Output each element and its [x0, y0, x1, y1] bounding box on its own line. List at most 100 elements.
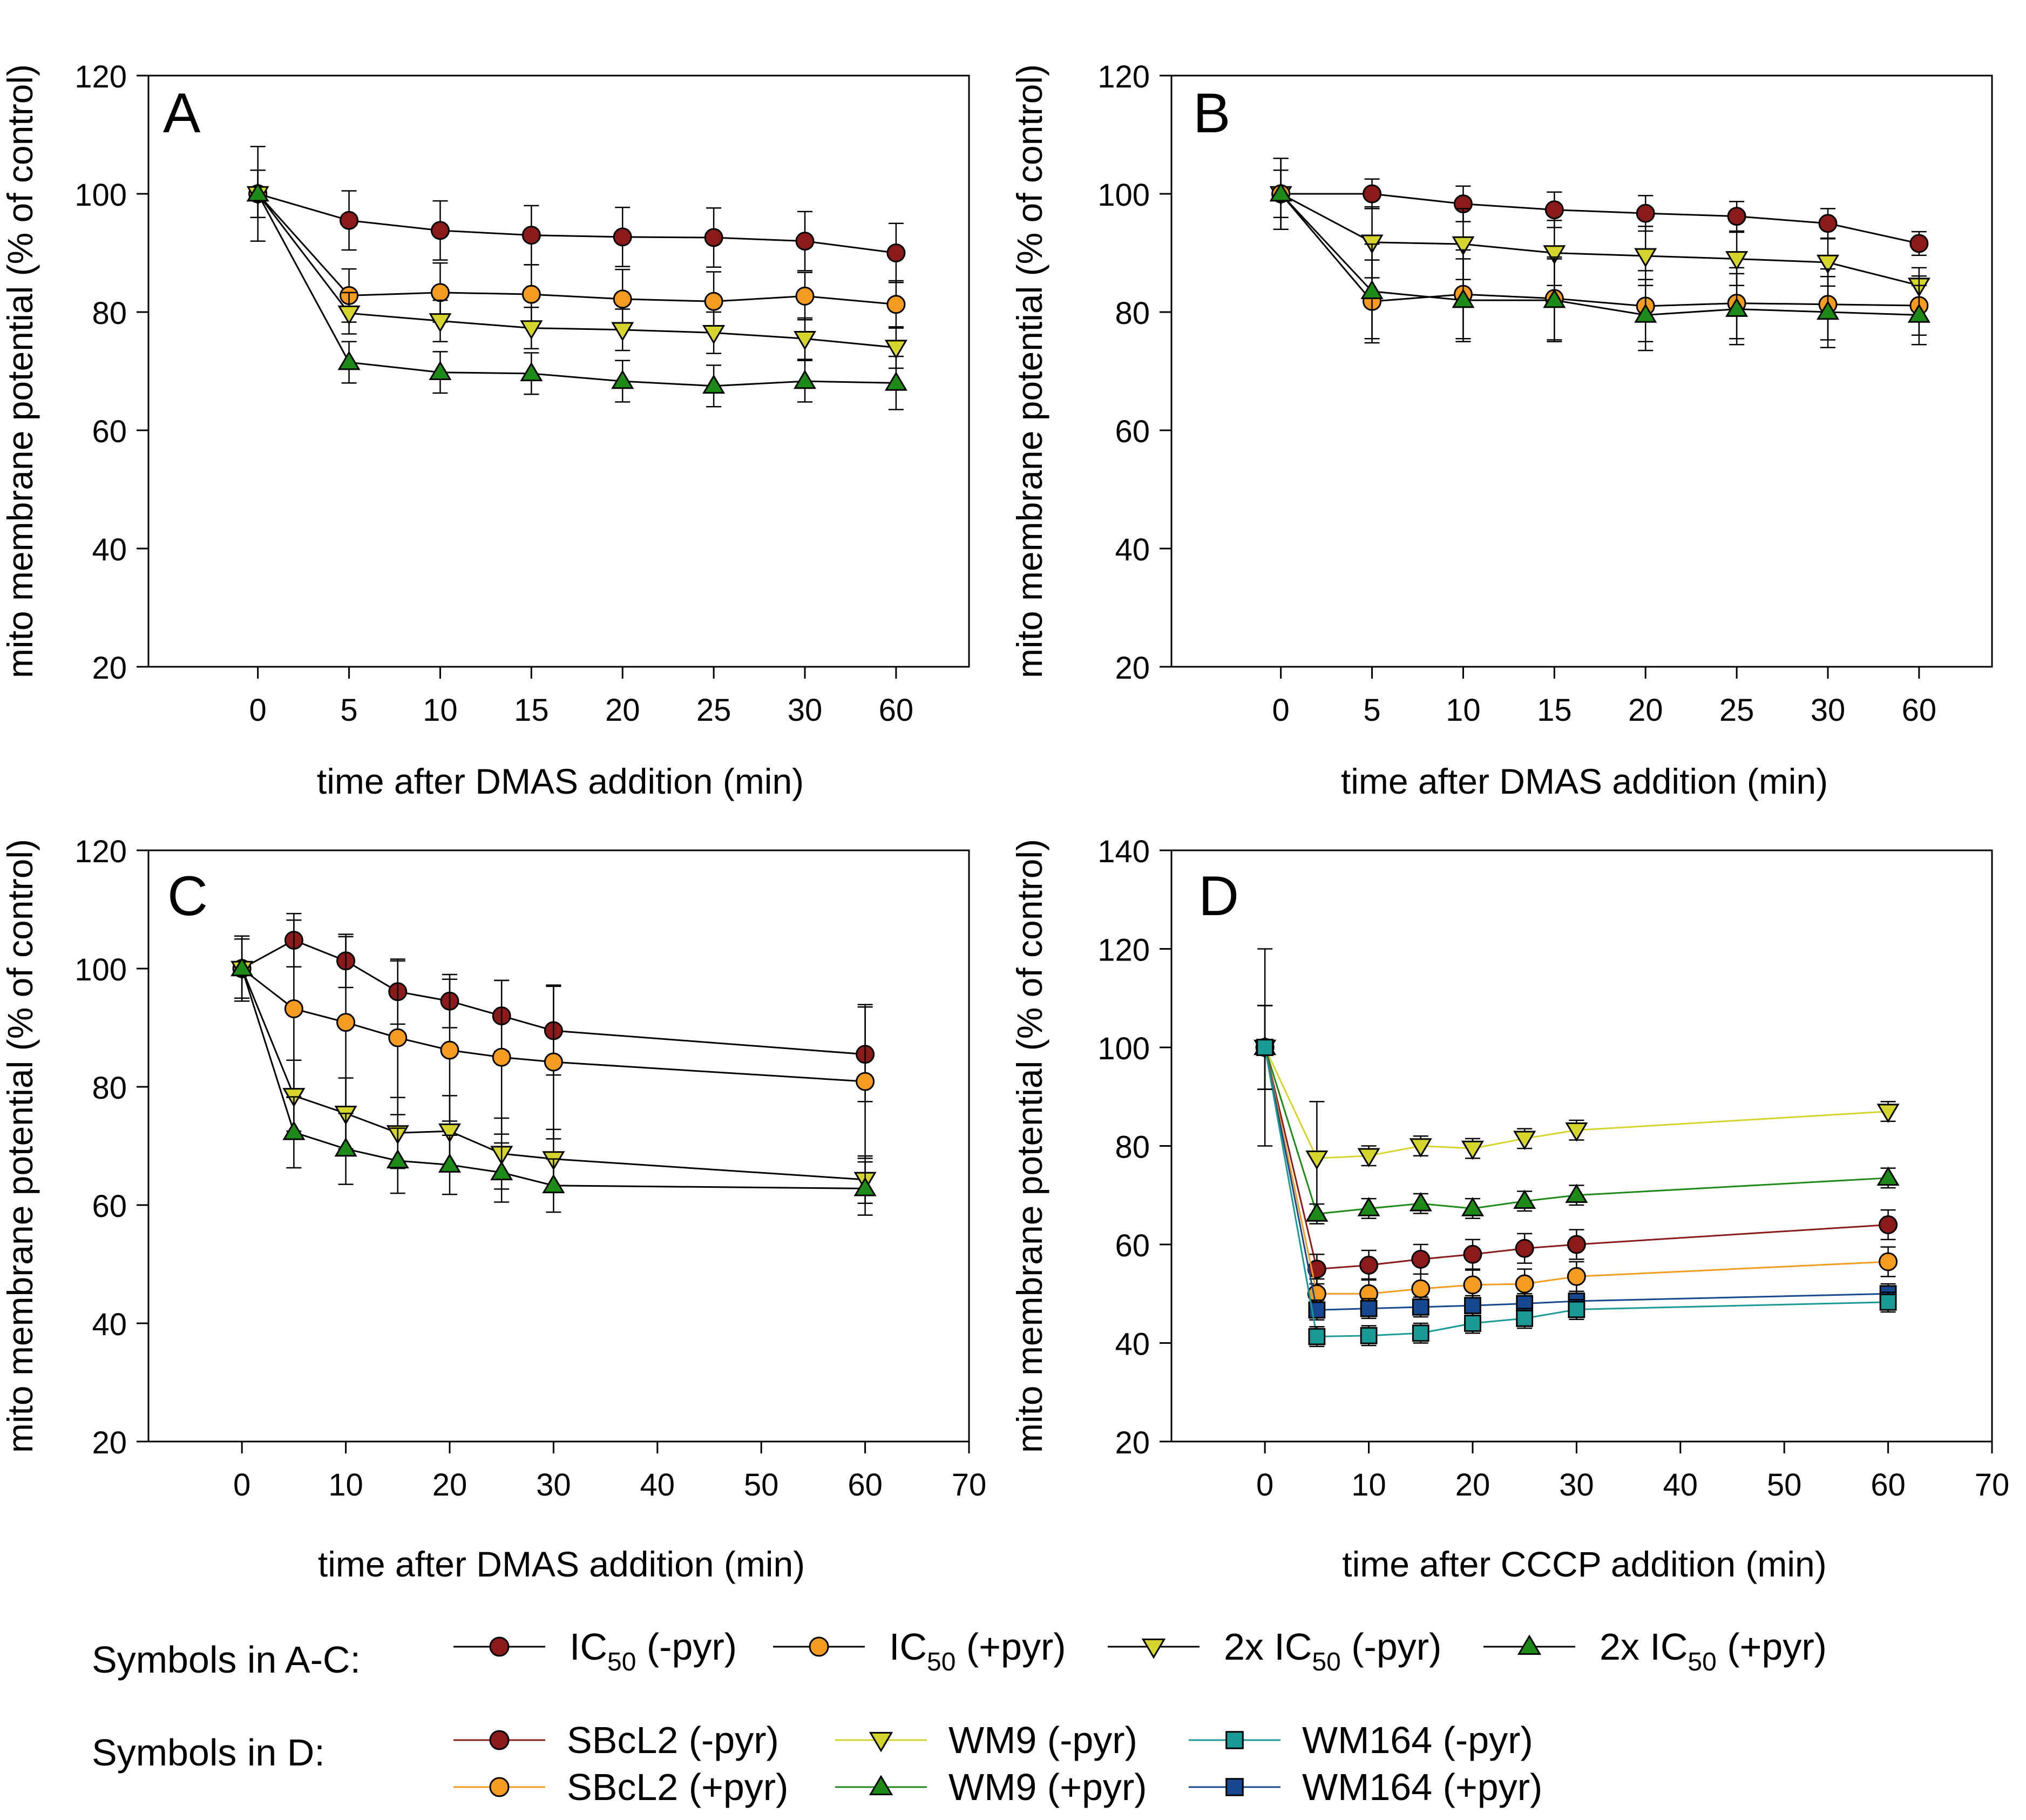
panel-a-frame [147, 75, 970, 668]
panel-c: C 20 40 60 80 100 120 0 10 20 30 40 50 60 70 time after… [0, 834, 986, 1584]
panel-a-data-point [430, 283, 450, 302]
panel-a-data-point [795, 286, 815, 306]
panel-d-series-line [1264, 1047, 1888, 1215]
panel-d-data-point [1879, 1215, 1898, 1234]
panel-c-ytick-label: 40 [92, 1307, 127, 1342]
panel-d-ytick-label: 20 [1115, 1425, 1150, 1460]
legend-d-item: WM9 (-pyr) [835, 1719, 1137, 1761]
panel-b-data-point [1634, 248, 1657, 268]
panel-b-xtick-label: 25 [1719, 693, 1754, 728]
panel-a-xtick-label: 0 [249, 693, 267, 728]
panel-d-xtick-label: 10 [1351, 1467, 1386, 1503]
legend-marker [809, 1636, 829, 1657]
panel-a-series [248, 169, 906, 283]
legend-label-sub: 50 [1688, 1648, 1716, 1676]
panel-c-data-point [542, 1174, 565, 1194]
panel-d-data-point [1567, 1235, 1586, 1254]
panel-a-data-point [246, 182, 269, 202]
panel-d-data-point [1256, 1039, 1274, 1056]
panel-c-xtick-label: 0 [233, 1467, 250, 1503]
legend-d-item: SBcL2 (-pyr) [453, 1719, 779, 1761]
legend-ac-item: IC50 (+pyr) [773, 1626, 1066, 1676]
panel-d-data-point [1357, 1148, 1380, 1168]
panel-d-data-point [1412, 1324, 1429, 1342]
panel-a-data-point [886, 243, 906, 262]
panel-a-data-point [611, 322, 634, 342]
panel-d-data-point [1464, 1297, 1481, 1315]
legend-label-sub: 50 [607, 1648, 636, 1676]
panel-a-xtick-label: 10 [423, 693, 458, 728]
legend-label-suffix: (-pyr) [1341, 1626, 1442, 1668]
panel-d-xlabel: time after CCCP addition (min) [1342, 1544, 1826, 1584]
panel-b-ytick-label: 120 [1097, 59, 1150, 94]
panel-b-xtick-label: 30 [1811, 693, 1846, 728]
panel-c-ytick-label: 60 [92, 1189, 127, 1224]
panel-c-data-point [386, 1149, 409, 1169]
panel-d-xtick-label: 20 [1455, 1467, 1490, 1503]
panel-d-data-point [1411, 1279, 1431, 1298]
panel-b-data-point [1452, 236, 1475, 256]
panel-a-ytick-label: 60 [92, 414, 127, 449]
panel-d-data-point [1568, 1301, 1585, 1318]
panel-d-letter: D [1198, 865, 1239, 928]
panel-b-xtick-label: 15 [1537, 693, 1572, 728]
panel-a-series-line [257, 193, 896, 387]
panel-a-data-point [520, 320, 543, 340]
panel-c-data-point [492, 1047, 511, 1067]
panel-d-data-point [1308, 1328, 1326, 1345]
panel-b-ytick-label: 100 [1097, 178, 1150, 213]
legend-ac-label: 2x IC50 (+pyr) [1600, 1626, 1827, 1676]
panel-c-series-line [241, 968, 865, 1189]
panel-d-ytick-label: 80 [1115, 1130, 1150, 1165]
panel-d-data-point [1876, 1166, 1900, 1186]
panel-b-series-line [1280, 193, 1919, 307]
panel-b-xtick-label: 10 [1446, 693, 1481, 728]
panel-d-data-point [1464, 1315, 1481, 1332]
panel-c-data-point [282, 1120, 306, 1140]
panel-a-series [246, 169, 907, 410]
legend-marker [1517, 1634, 1542, 1655]
panel-d-data-point [1513, 1189, 1536, 1209]
panel-d-data-point [1515, 1274, 1534, 1294]
panel-a-data-point [884, 340, 907, 360]
panel-d-data-point [1565, 1122, 1588, 1142]
panel-a-letter: A [163, 82, 201, 145]
legend-ac-item: 2x IC50 (+pyr) [1483, 1626, 1827, 1676]
panel-b-data-point [1543, 288, 1566, 308]
panel-c-series-line [241, 968, 865, 1181]
legend-label-prefix: 2x IC [1600, 1626, 1688, 1668]
panel-c-xtick-label: 60 [848, 1467, 883, 1503]
panel-c-xtick-label: 20 [432, 1467, 467, 1503]
panel-a-data-point [521, 226, 541, 245]
panel-b-frame [1170, 75, 1993, 668]
panel-a-ytick-label: 120 [74, 59, 127, 94]
panel-d-data-point [1461, 1140, 1485, 1160]
panel-d-data-point [1876, 1104, 1900, 1123]
panel-b-data-point [1725, 251, 1749, 270]
panel-c-data-point [334, 1137, 357, 1157]
panel-d-data-point [1879, 1252, 1898, 1271]
panel-b-data-point [1544, 200, 1564, 220]
panel-c-data-point [544, 1052, 563, 1072]
panel-b-data-point [1909, 234, 1929, 253]
panel-b-data-point [1725, 297, 1749, 317]
panel-b-data-point [1452, 288, 1475, 308]
legend-ac-label: 2x IC50 (-pyr) [1224, 1626, 1441, 1676]
panel-d-data-point [1567, 1267, 1586, 1286]
panel-b-series-line [1280, 193, 1920, 245]
panel-c-data-point [438, 1153, 462, 1173]
panel-d-ytick-label: 100 [1097, 1031, 1150, 1066]
panel-c-xtick-label: 10 [328, 1467, 363, 1503]
legend-d-label: SBcL2 (-pyr) [567, 1719, 779, 1761]
panel-c-xlabel: time after DMAS addition (min) [318, 1544, 805, 1584]
panel-a-ytick-label: 40 [92, 532, 127, 567]
panel-c-ytick-label: 100 [74, 952, 127, 987]
panel-a-xlabel: time after DMAS addition (min) [317, 761, 804, 801]
panel-c-ylabel: mito membrane potential (% of control) [0, 839, 40, 1453]
legend-d-label: SBcL2 (+pyr) [567, 1766, 788, 1808]
panel-c-series [231, 938, 877, 1216]
panel-b-data-point [1360, 280, 1384, 299]
panel-b-xtick-label: 0 [1272, 693, 1290, 728]
panel-a-data-point [884, 371, 907, 391]
legend-marker [1225, 1778, 1244, 1796]
